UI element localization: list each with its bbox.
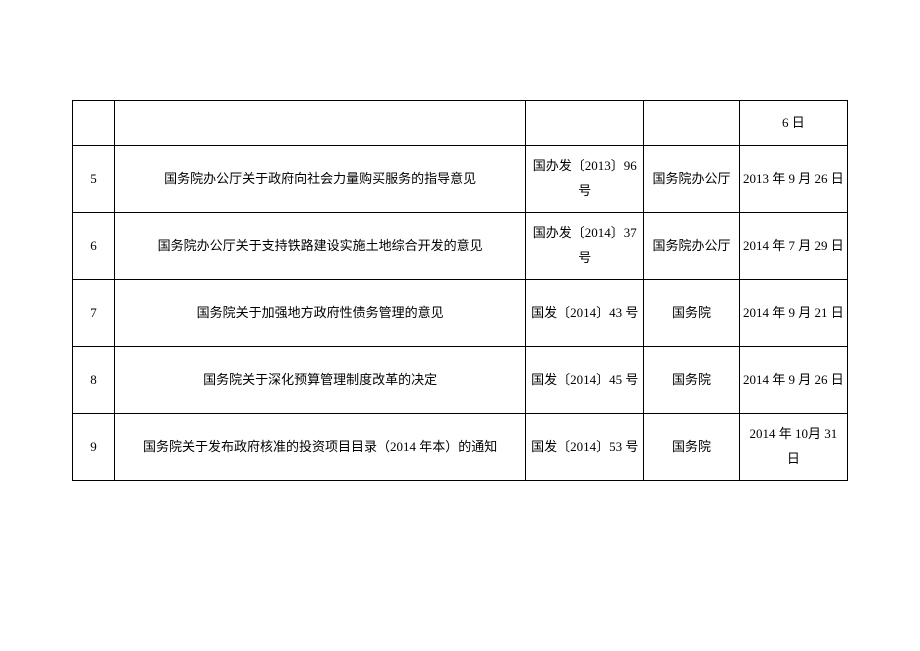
table-row: 5国务院办公厅关于政府向社会力量购买服务的指导意见国办发〔2013〕96 号国务… [73,146,848,213]
cell-num: 6 [73,213,115,280]
cell-title: 国务院办公厅关于支持铁路建设实施土地综合开发的意见 [115,213,526,280]
cell-docnum: 国办发〔2014〕37 号 [526,213,644,280]
cell-docnum: 国发〔2014〕53 号 [526,414,644,481]
cell-docnum [526,101,644,146]
cell-docnum: 国发〔2014〕45 号 [526,347,644,414]
cell-issuer [644,101,739,146]
cell-title: 国务院关于发布政府核准的投资项目目录（2014 年本）的通知 [115,414,526,481]
cell-issuer: 国务院 [644,414,739,481]
cell-issuer: 国务院 [644,280,739,347]
cell-title: 国务院关于深化预算管理制度改革的决定 [115,347,526,414]
cell-num [73,101,115,146]
cell-num: 7 [73,280,115,347]
table-row: 6 日 [73,101,848,146]
cell-date: 2014 年 10月 31 日 [739,414,847,481]
cell-date: 6 日 [739,101,847,146]
cell-num: 5 [73,146,115,213]
cell-docnum: 国办发〔2013〕96 号 [526,146,644,213]
cell-issuer: 国务院办公厅 [644,213,739,280]
table-row: 6国务院办公厅关于支持铁路建设实施土地综合开发的意见国办发〔2014〕37 号国… [73,213,848,280]
cell-docnum: 国发〔2014〕43 号 [526,280,644,347]
table-row: 9国务院关于发布政府核准的投资项目目录（2014 年本）的通知国发〔2014〕5… [73,414,848,481]
cell-title [115,101,526,146]
table-row: 8国务院关于深化预算管理制度改革的决定国发〔2014〕45 号国务院2014 年… [73,347,848,414]
cell-num: 9 [73,414,115,481]
cell-title: 国务院办公厅关于政府向社会力量购买服务的指导意见 [115,146,526,213]
cell-title: 国务院关于加强地方政府性债务管理的意见 [115,280,526,347]
cell-date: 2014 年 9 月 26 日 [739,347,847,414]
cell-num: 8 [73,347,115,414]
cell-issuer: 国务院办公厅 [644,146,739,213]
policy-table: 6 日5国务院办公厅关于政府向社会力量购买服务的指导意见国办发〔2013〕96 … [72,100,848,481]
cell-date: 2014 年 9 月 21 日 [739,280,847,347]
cell-date: 2013 年 9 月 26 日 [739,146,847,213]
cell-date: 2014 年 7 月 29 日 [739,213,847,280]
cell-issuer: 国务院 [644,347,739,414]
table-row: 7国务院关于加强地方政府性债务管理的意见国发〔2014〕43 号国务院2014 … [73,280,848,347]
